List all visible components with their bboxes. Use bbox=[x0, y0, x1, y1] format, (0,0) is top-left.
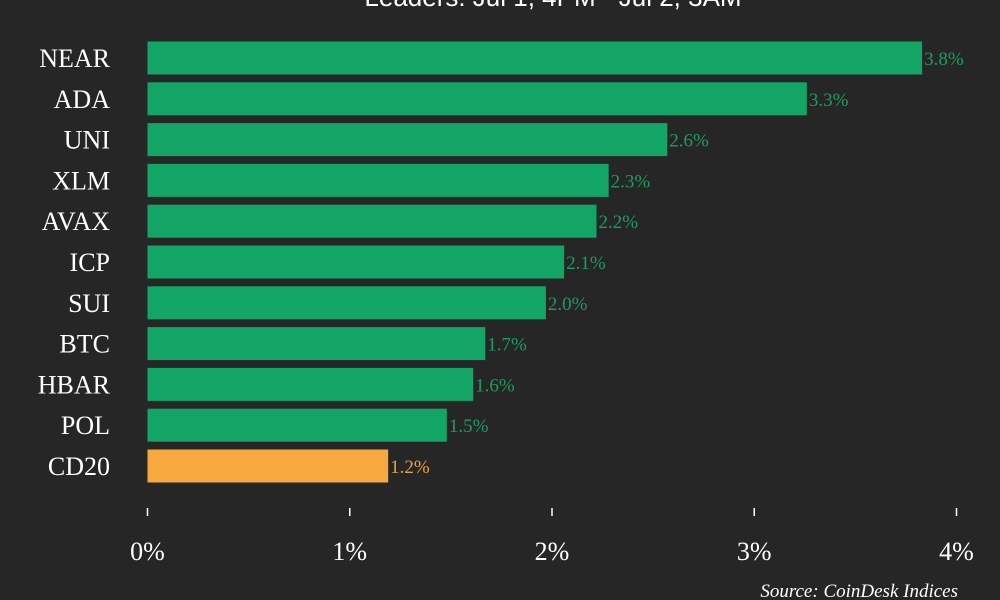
value-label-avax: 2.2% bbox=[598, 212, 638, 233]
category-label-cd20: CD20 bbox=[48, 452, 110, 481]
category-label-uni: UNI bbox=[64, 126, 110, 155]
category-label-icp: ICP bbox=[70, 248, 110, 277]
category-label-xlm: XLM bbox=[52, 166, 110, 195]
chart-title: Leaders: Jul 1, 4PM - Jul 2, 3AM bbox=[364, 0, 741, 12]
bar-avax bbox=[147, 204, 597, 238]
category-label-avax: AVAX bbox=[42, 207, 111, 236]
x-tick-label-4: 4% bbox=[939, 537, 974, 566]
category-label-sui: SUI bbox=[68, 289, 110, 318]
bar-btc bbox=[147, 327, 486, 361]
category-label-btc: BTC bbox=[59, 330, 110, 359]
value-label-ada: 3.3% bbox=[809, 90, 849, 111]
category-label-near: NEAR bbox=[39, 44, 110, 73]
bar-icp bbox=[147, 245, 565, 279]
x-tick-label-3: 3% bbox=[737, 537, 772, 566]
value-label-cd20: 1.2% bbox=[390, 457, 430, 478]
value-label-xlm: 2.3% bbox=[611, 171, 651, 192]
x-tick-label-1: 1% bbox=[332, 537, 367, 566]
bars-group: NEAR 3.8% ADA 3.3% UNI 2.6% XLM 2.3% AVAX 2.2% ICP… bbox=[38, 41, 964, 483]
value-label-sui: 2.0% bbox=[548, 294, 588, 315]
bar-near bbox=[147, 41, 923, 75]
value-label-near: 3.8% bbox=[924, 49, 964, 70]
category-label-hbar: HBAR bbox=[38, 370, 111, 399]
bar-ada bbox=[147, 82, 807, 116]
x-tick-label-0: 0% bbox=[130, 537, 165, 566]
x-axis: 0% 1% 2% 3% 4% bbox=[130, 508, 974, 566]
value-label-btc: 1.7% bbox=[487, 335, 527, 356]
value-label-pol: 1.5% bbox=[449, 416, 489, 437]
bar-pol bbox=[147, 408, 447, 442]
x-tick-label-2: 2% bbox=[535, 537, 570, 566]
category-label-pol: POL bbox=[61, 411, 110, 440]
bar-hbar bbox=[147, 367, 474, 401]
value-label-icp: 2.1% bbox=[566, 253, 606, 274]
bar-uni bbox=[147, 123, 668, 157]
value-label-uni: 2.6% bbox=[669, 131, 709, 152]
category-label-ada: ADA bbox=[54, 85, 111, 114]
source-note: Source: CoinDesk Indices bbox=[760, 581, 958, 600]
bar-cd20 bbox=[147, 449, 389, 483]
value-label-hbar: 1.6% bbox=[475, 375, 515, 396]
bar-xlm bbox=[147, 163, 609, 197]
bar-sui bbox=[147, 286, 546, 320]
